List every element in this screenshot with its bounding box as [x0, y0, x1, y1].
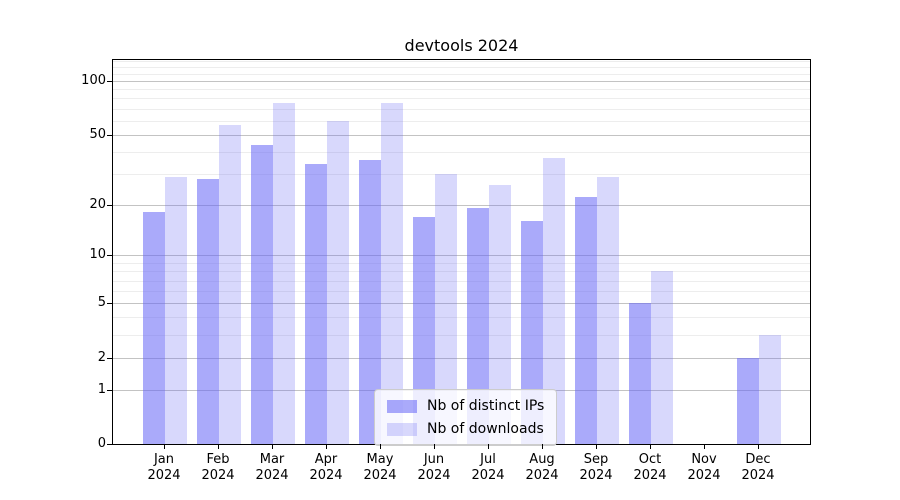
bar-distinct-ips	[521, 221, 543, 444]
plot-area	[112, 59, 811, 445]
bar-downloads	[219, 124, 241, 444]
gridline-minor	[113, 66, 810, 68]
gridline-major	[113, 357, 810, 359]
bar-downloads	[597, 176, 619, 444]
gridline-minor	[113, 317, 810, 319]
y-tick-mark	[107, 204, 112, 206]
bar-downloads	[543, 157, 565, 444]
x-tick-label: Jun 2024	[417, 452, 451, 483]
x-tick-mark	[434, 444, 435, 449]
gridline-major	[113, 303, 810, 305]
gridline-minor	[113, 271, 810, 273]
bar-downloads	[435, 173, 457, 444]
x-tick-label: Mar 2024	[255, 452, 289, 483]
bar-downloads	[651, 271, 673, 444]
y-tick-label: 5	[97, 295, 106, 311]
x-tick-mark	[596, 444, 597, 449]
x-tick-label: Nov 2024	[687, 452, 721, 483]
x-tick-mark	[704, 444, 705, 449]
x-tick-label: Jan 2024	[147, 452, 181, 483]
x-tick-mark	[380, 444, 381, 449]
bar-distinct-ips	[737, 357, 759, 444]
gridline-minor	[113, 60, 810, 62]
x-tick-label: Apr 2024	[309, 452, 343, 483]
gridline-minor	[113, 73, 810, 75]
bar-distinct-ips	[305, 164, 327, 444]
bar-distinct-ips	[197, 179, 219, 444]
gridline-major	[113, 134, 810, 136]
legend-item-downloads: Nb of downloads	[387, 421, 544, 437]
bar-downloads	[759, 335, 781, 444]
y-tick-label: 0	[97, 436, 106, 451]
x-tick-label: Feb 2024	[201, 452, 235, 483]
y-tick-mark	[107, 303, 112, 305]
gridline-minor	[113, 120, 810, 122]
bar-distinct-ips	[467, 208, 489, 444]
x-tick-mark	[218, 444, 219, 449]
y-tick-label: 10	[89, 247, 106, 263]
chart-title: devtools 2024	[404, 36, 519, 55]
x-tick-mark	[488, 444, 489, 449]
y-tick-mark	[107, 255, 112, 257]
bar-downloads	[165, 176, 187, 444]
x-tick-mark	[650, 444, 651, 449]
y-tick-mark	[107, 81, 112, 83]
gridline-minor	[113, 262, 810, 264]
bar-distinct-ips	[143, 212, 165, 444]
y-tick-mark	[107, 134, 112, 136]
gridline-major	[113, 204, 810, 206]
x-tick-label: May 2024	[363, 452, 397, 483]
bar-distinct-ips	[251, 144, 273, 444]
bar-distinct-ips	[629, 303, 651, 444]
x-tick-label: Sep 2024	[579, 452, 613, 483]
bar-distinct-ips	[575, 197, 597, 444]
y-tick-mark	[107, 444, 112, 445]
y-tick-label: 100	[81, 73, 106, 89]
legend-swatch-distinct-ips	[387, 399, 417, 413]
bar-downloads	[381, 103, 403, 444]
y-tick-mark	[107, 357, 112, 359]
x-tick-mark	[542, 444, 543, 449]
gridline-minor	[113, 89, 810, 91]
gridline-minor	[113, 152, 810, 153]
bar-distinct-ips	[413, 216, 435, 444]
gridline-minor	[113, 280, 810, 282]
gridline-minor	[113, 173, 810, 175]
legend: Nb of distinct IPs Nb of downloads	[374, 389, 558, 446]
y-tick-mark	[107, 389, 112, 391]
gridline-minor	[113, 335, 810, 336]
bar-downloads	[327, 120, 349, 444]
x-tick-label: Dec 2024	[741, 452, 775, 483]
x-tick-label: Oct 2024	[633, 452, 667, 483]
gridline-minor	[113, 98, 810, 100]
y-tick-label: 20	[89, 196, 106, 212]
gridline-minor	[113, 108, 810, 110]
y-tick-label: 50	[89, 126, 106, 142]
legend-swatch-downloads	[387, 422, 417, 436]
y-tick-label: 2	[97, 349, 106, 365]
x-tick-mark	[164, 444, 165, 449]
x-tick-mark	[326, 444, 327, 449]
bar-downloads	[489, 184, 511, 444]
y-tick-label: 1	[97, 381, 106, 397]
gridline-major	[113, 81, 810, 83]
x-tick-mark	[272, 444, 273, 449]
legend-label-downloads: Nb of downloads	[427, 421, 544, 437]
bar-distinct-ips	[359, 160, 381, 444]
x-tick-mark	[758, 444, 759, 449]
gridline-major	[113, 255, 810, 257]
legend-label-distinct-ips: Nb of distinct IPs	[427, 398, 545, 414]
legend-item-distinct-ips: Nb of distinct IPs	[387, 398, 544, 414]
gridline-minor	[113, 291, 810, 292]
x-tick-label: Aug 2024	[525, 452, 559, 483]
x-tick-label: Jul 2024	[471, 452, 505, 483]
bar-downloads	[273, 103, 295, 444]
